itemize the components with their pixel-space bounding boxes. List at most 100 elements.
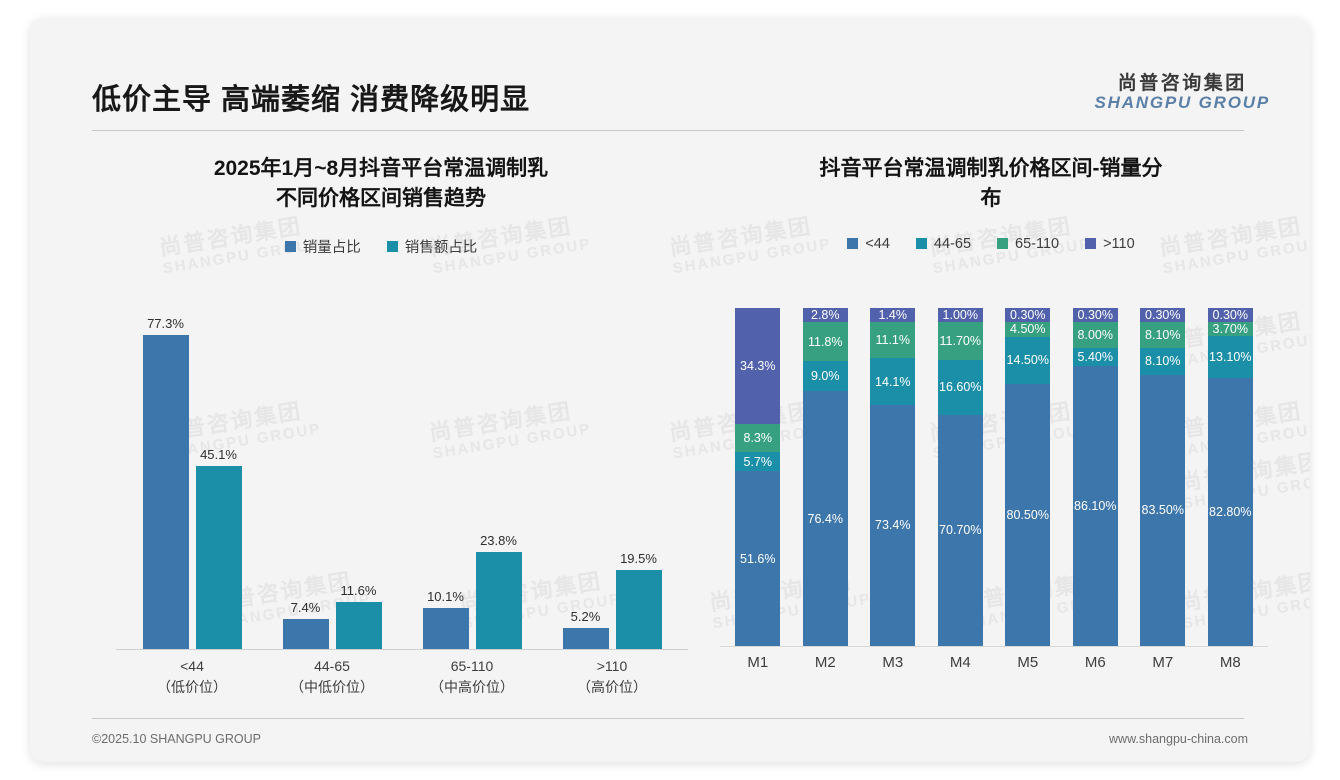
legend-swatch-icon [284, 240, 296, 252]
x-month-M3: M3 [882, 654, 904, 671]
x-category-sub: （中低价位） [290, 679, 374, 695]
stack-segment-label: 8.10% [1145, 354, 1181, 369]
legend-item-0[interactable]: <44 [847, 236, 890, 252]
x-category-main: >110 [596, 658, 628, 674]
bar-rect [562, 627, 609, 649]
stack-segment-44-65: 14.1% [870, 358, 916, 405]
grouped-bar-chart: 77.3% 45.1% 7.4% 11.6% 10.1% 23.8% 5.2% 19.5% [122, 304, 682, 649]
left-chart-category-labels: <44 （低价位） 44-65 （中低价位） 65-110 （中高价位） >110 （高价位） [122, 656, 682, 698]
stack-segment-label: 2.8% [811, 308, 840, 322]
bar-group->110: 5.2% 19.5% [542, 304, 682, 649]
legend-item-0[interactable]: 销量占比 [284, 236, 361, 257]
stack-segment->110: 0.30% [1207, 308, 1253, 322]
bar->110-销量占比[interactable]: 5.2% [562, 609, 609, 649]
stack-segment-label: 5.40% [1077, 349, 1113, 364]
right-chart-title: 抖音平台常温调制乳价格区间-销量分 布 [706, 136, 1276, 214]
bar-value-label: 11.6% [340, 582, 377, 598]
stack-segment-65-110: 11.1% [870, 322, 916, 359]
stacked-bar-M8[interactable]: 0.30% 3.70% 13.10% 82.80% [1207, 308, 1253, 646]
stack-segment-label: 3.70% [1212, 322, 1248, 336]
bar-65-110-销售额占比[interactable]: 23.8% [475, 533, 522, 649]
legend-swatch-icon [386, 240, 398, 252]
bar-65-110-销量占比[interactable]: 10.1% [422, 589, 469, 649]
stack-segment-44-65: 8.10% [1140, 348, 1186, 375]
stack-segment-44-65: 16.60% [937, 360, 983, 415]
x-category->110: >110 （高价位） [542, 656, 682, 698]
stack-segment-label: 11.70% [939, 334, 981, 349]
x-month-M5: M5 [1017, 654, 1039, 671]
stack-segment-label: 80.50% [1006, 507, 1049, 522]
stack-segment->110: 1.00% [937, 308, 983, 322]
x-month-M2: M2 [814, 654, 836, 671]
bar-<44-销量占比[interactable]: 77.3% [142, 316, 189, 649]
legend-label: <44 [865, 235, 890, 252]
stacked-bar-M7[interactable]: 0.30% 8.10% 8.10% 83.50% [1140, 308, 1186, 647]
stack-column-M7: 0.30% 8.10% 8.10% 83.50% [1129, 308, 1197, 647]
stack-segment-label: 82.80% [1209, 505, 1252, 520]
stacked-bar-M3[interactable]: 1.4% 11.1% 14.1% 73.4% [870, 308, 916, 646]
legend-swatch-icon [1085, 238, 1097, 250]
stack-segment-44-65: 13.10% [1207, 336, 1253, 379]
legend-item-1[interactable]: 44-65 [915, 235, 972, 252]
bar-group-44-65: 7.4% 11.6% [262, 304, 402, 649]
stack-segment->110: 0.30% [1140, 308, 1186, 322]
stacked-bar-M2[interactable]: 2.8% 11.8% 9.0% 76.4% [802, 308, 848, 646]
stack-column-M5: 0.30% 4.50% 14.50% 80.50% [994, 308, 1062, 646]
footer-copyright: ©2025.10 SHANGPU GROUP [92, 732, 261, 746]
bar-44-65-销量占比[interactable]: 7.4% [282, 600, 329, 649]
stack-segment-label: 14.1% [875, 374, 911, 389]
stack-segment-label: 0.30% [1145, 308, 1181, 322]
x-category-44-65: 44-65 （中低价位） [262, 656, 402, 698]
stack-segment-label: 73.4% [875, 518, 911, 533]
x-month-M4: M4 [949, 654, 971, 671]
slide: 低价主导 高端萎缩 消费降级明显 尚普咨询集团 SHANGPU GROUP 尚普… [30, 18, 1310, 762]
stack-segment-<44: 83.50% [1140, 374, 1186, 647]
right-chart-panel: 抖音平台常温调制乳价格区间-销量分 布 <44 44-65 65-110 >110 3… [706, 136, 1276, 696]
stacked-bar-M5[interactable]: 0.30% 4.50% 14.50% 80.50% [1005, 308, 1051, 646]
header-divider [92, 130, 1244, 131]
legend-swatch-icon [915, 238, 927, 250]
bar-value-label: 7.4% [290, 599, 321, 615]
stack-segment-label: 14.50% [1006, 353, 1049, 368]
stacked-bar-M4[interactable]: 1.00% 11.70% 16.60% 70.70% [937, 308, 983, 646]
stack-segment-label: 1.00% [942, 308, 978, 322]
stack-segment-65-110: 11.8% [802, 322, 848, 362]
bar-44-65-销售额占比[interactable]: 11.6% [335, 583, 382, 649]
right-chart-x-axis [720, 646, 1268, 647]
left-chart-legend: 销量占比 销售额占比 [76, 236, 686, 257]
x-category-sub: （中高价位） [430, 679, 514, 695]
stacked-bar-M1[interactable]: 34.3% 8.3% 5.7% 51.6% [735, 308, 781, 646]
legend-label: 44-65 [933, 235, 972, 252]
stack-segment-label: 51.6% [740, 551, 776, 566]
stack-segment-label: 8.00% [1077, 328, 1113, 343]
stacked-bar-M6[interactable]: 0.30% 8.00% 5.40% 86.10% [1072, 308, 1118, 646]
stack-segment->110: 0.30% [1072, 308, 1118, 322]
bar->110-销售额占比[interactable]: 19.5% [615, 551, 662, 649]
x-category-sub: （低价位） [157, 679, 227, 695]
x-month-M1: M1 [747, 654, 769, 671]
stack-segment-label: 86.10% [1074, 498, 1117, 513]
bar-<44-销售额占比[interactable]: 45.1% [195, 447, 242, 649]
stack-segment-44-65: 14.50% [1005, 336, 1051, 384]
bar-group-<44: 77.3% 45.1% [122, 304, 262, 649]
bar-value-label: 19.5% [620, 550, 657, 566]
left-chart-title-line1: 2025年1月~8月抖音平台常温调制乳 [213, 157, 549, 180]
stack-segment-<44: 86.10% [1072, 365, 1118, 646]
stack-segment-65-110: 4.50% [1005, 322, 1051, 337]
legend-item-3[interactable]: >110 [1085, 236, 1135, 252]
stack-segment-label: 0.30% [1077, 308, 1113, 322]
stack-column-M6: 0.30% 8.00% 5.40% 86.10% [1062, 308, 1130, 646]
stack-segment-65-110: 3.70% [1207, 322, 1253, 336]
stack-column-M8: 0.30% 3.70% 13.10% 82.80% [1197, 308, 1265, 646]
legend-item-1[interactable]: 销售额占比 [386, 236, 477, 257]
legend-swatch-icon [847, 238, 859, 250]
legend-item-2[interactable]: 65-110 [997, 236, 1059, 252]
bar-value-label: 77.3% [147, 316, 184, 332]
stack-segment-65-110: 11.70% [937, 322, 983, 361]
bar-rect [282, 618, 329, 649]
stack-segment-65-110: 8.3% [735, 424, 781, 453]
stack-segment-label: 16.60% [939, 380, 982, 395]
stack-segment-label: 8.3% [743, 431, 773, 446]
x-month-M6: M6 [1084, 654, 1106, 671]
stack-segment-label: 83.50% [1141, 503, 1184, 518]
